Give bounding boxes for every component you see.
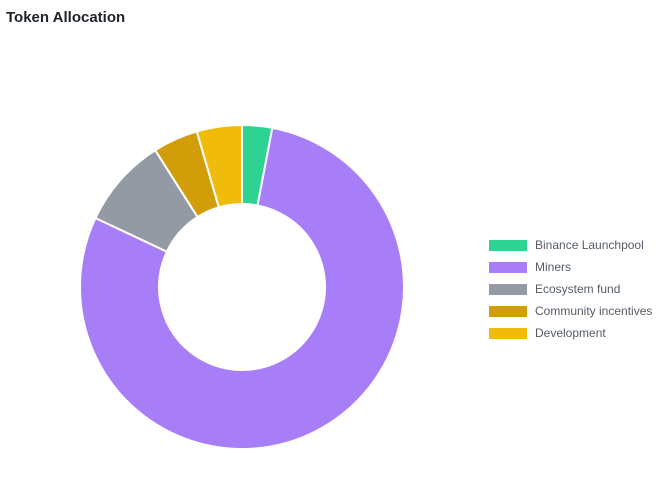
legend-label: Binance Launchpool bbox=[535, 238, 644, 252]
legend-item[interactable]: Community incentives bbox=[489, 300, 652, 322]
legend-swatch bbox=[489, 305, 527, 317]
legend-item[interactable]: Binance Launchpool bbox=[489, 234, 652, 256]
legend-label: Ecosystem fund bbox=[535, 282, 621, 296]
legend-label: Development bbox=[535, 326, 606, 340]
legend-swatch bbox=[489, 239, 527, 251]
legend-item[interactable]: Ecosystem fund bbox=[489, 278, 652, 300]
chart-legend: Binance Launchpool Miners Ecosystem fund Co… bbox=[489, 234, 652, 344]
legend-label: Community incentives bbox=[535, 304, 653, 318]
legend-label: Miners bbox=[535, 260, 572, 274]
legend-swatch bbox=[489, 261, 527, 273]
chart-title: Token Allocation bbox=[6, 9, 126, 26]
slice-development[interactable] bbox=[195, 123, 243, 209]
legend-item[interactable]: Miners bbox=[489, 256, 652, 278]
legend-swatch bbox=[489, 327, 527, 339]
legend-item[interactable]: Development bbox=[489, 322, 652, 344]
legend-swatch bbox=[489, 283, 527, 295]
slice-miners[interactable] bbox=[79, 126, 405, 450]
